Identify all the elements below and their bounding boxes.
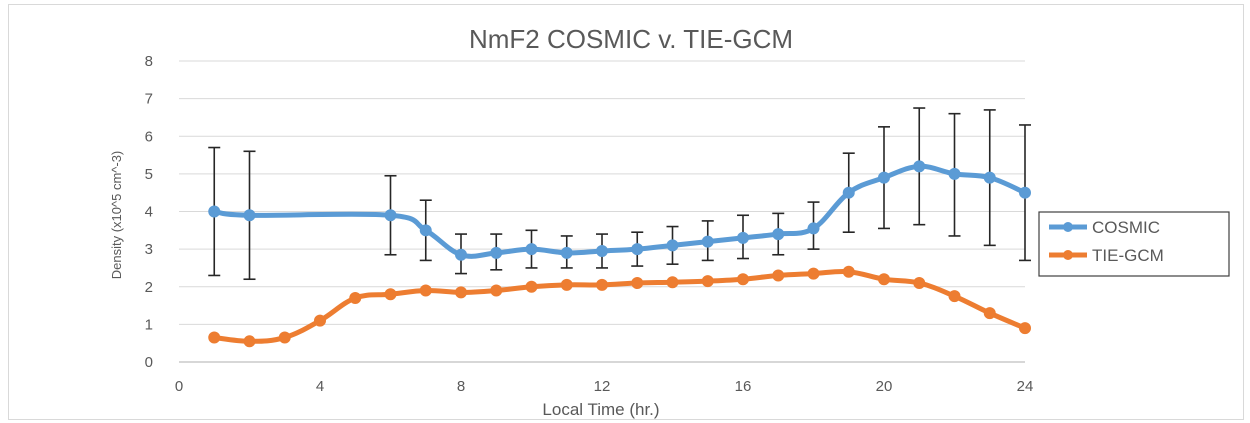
point-cosmic-9: [490, 246, 503, 259]
point-cosmic-6: [384, 209, 397, 222]
point-tie-gcm-10: [525, 280, 538, 293]
x-tick-label-8: 8: [457, 378, 465, 395]
y-tick-label-6: 6: [145, 128, 153, 145]
series-layer: [208, 160, 1031, 348]
point-tie-gcm-9: [490, 284, 503, 297]
point-tie-gcm-15: [701, 275, 714, 288]
point-tie-gcm-6: [384, 288, 397, 301]
point-tie-gcm-21: [913, 276, 926, 289]
point-tie-gcm-17: [772, 269, 785, 282]
x-tick-label-12: 12: [594, 378, 611, 395]
point-cosmic-21: [913, 160, 926, 173]
point-cosmic-12: [596, 245, 608, 258]
point-tie-gcm-3: [278, 331, 291, 344]
point-cosmic-24: [1019, 186, 1031, 199]
point-tie-gcm-14: [666, 276, 679, 289]
y-tick-label-1: 1: [145, 316, 153, 333]
chart-title: NmF2 COSMIC v. TIE-GCM: [469, 24, 793, 54]
point-cosmic-22: [948, 167, 961, 180]
y-tick-label-0: 0: [145, 354, 153, 371]
point-cosmic-23: [983, 171, 996, 184]
point-tie-gcm-7: [419, 284, 432, 297]
legend-box: [1038, 211, 1230, 277]
point-tie-gcm-18: [807, 267, 820, 280]
legend-marker-cosmic: [1063, 222, 1073, 232]
point-cosmic-13: [631, 243, 644, 256]
point-tie-gcm-16: [737, 273, 749, 286]
point-tie-gcm-19: [842, 265, 855, 278]
legend-label-cosmic: COSMIC: [1092, 218, 1160, 237]
point-tie-gcm-24: [1019, 322, 1031, 335]
y-tick-label-3: 3: [145, 241, 153, 258]
point-cosmic-10: [525, 243, 538, 256]
point-cosmic-18: [807, 222, 820, 235]
point-cosmic-1: [208, 205, 221, 218]
y-tick-label-7: 7: [145, 91, 153, 108]
x-tick-label-24: 24: [1017, 378, 1034, 395]
y-tick-label-4: 4: [145, 204, 153, 221]
point-cosmic-11: [560, 246, 573, 259]
point-cosmic-14: [666, 239, 679, 252]
point-cosmic-20: [878, 171, 890, 184]
y-axis-title: Density (x10^5 cm^-3): [109, 151, 124, 280]
point-tie-gcm-11: [560, 278, 573, 291]
y-tick-label-5: 5: [145, 166, 153, 183]
x-tick-label-16: 16: [735, 378, 752, 395]
point-cosmic-15: [701, 235, 714, 248]
point-tie-gcm-20: [878, 273, 890, 286]
legend: COSMIC TIE-GCM: [1038, 211, 1230, 277]
error-bars: [208, 107, 1031, 281]
point-cosmic-19: [842, 186, 855, 199]
point-cosmic-17: [772, 228, 785, 241]
chart-frame: NmF2 COSMIC v. TIE-GCM 0 1 2 3 4 5 6 7 8 0 4 8 12 16 2…: [8, 4, 1244, 420]
point-tie-gcm-13: [631, 276, 644, 289]
point-tie-gcm-23: [983, 307, 996, 320]
legend-label-tiegcm: TIE-GCM: [1092, 246, 1164, 265]
point-tie-gcm-2: [243, 335, 256, 348]
point-tie-gcm-4: [314, 314, 326, 327]
legend-marker-tiegcm: [1063, 250, 1073, 260]
x-tick-label-20: 20: [876, 378, 893, 395]
point-cosmic-2: [243, 209, 256, 222]
y-tick-label-2: 2: [145, 279, 153, 296]
point-tie-gcm-8: [455, 286, 467, 299]
y-tick-label-8: 8: [145, 53, 153, 70]
point-tie-gcm-1: [208, 331, 221, 344]
point-tie-gcm-22: [948, 290, 961, 303]
x-tick-label-0: 0: [175, 378, 183, 395]
series-line-tie-gcm: [211, 268, 1028, 344]
x-tick-label-4: 4: [316, 378, 324, 395]
point-tie-gcm-5: [349, 292, 362, 305]
x-axis-title: Local Time (hr.): [542, 400, 659, 419]
point-cosmic-8: [455, 248, 467, 261]
point-cosmic-7: [419, 224, 432, 237]
point-cosmic-16: [737, 231, 749, 244]
point-tie-gcm-12: [596, 278, 608, 291]
